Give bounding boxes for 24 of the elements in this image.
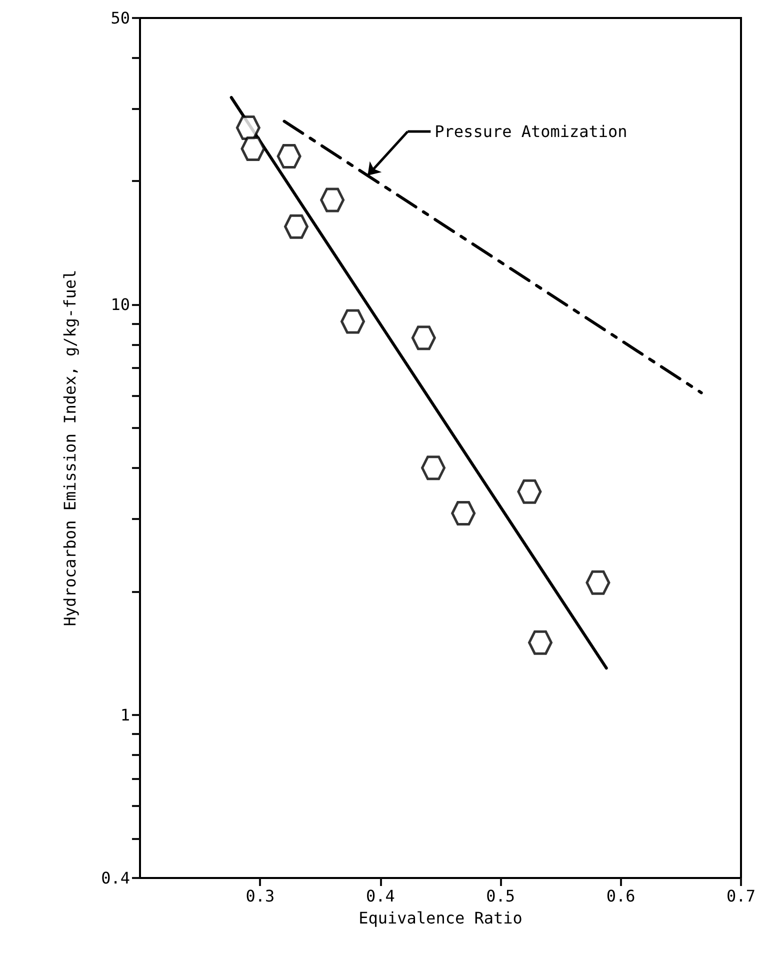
x-tick-label: 0.4 (366, 886, 395, 906)
point (276, 144, 302, 169)
point (236, 116, 260, 140)
y-axis-title: Hydrocarbon Emission Index, g/kg-fuel (60, 270, 80, 626)
x-tick-label: 0.5 (486, 886, 516, 906)
x-axis-title: Equivalence Ratio (358, 908, 522, 928)
point (517, 479, 542, 504)
y-tick-label: 0.4 (101, 868, 130, 888)
point (451, 501, 476, 526)
point (411, 326, 436, 350)
y-tick-label: 50 (110, 8, 130, 28)
y-tick-label: 10 (110, 295, 130, 314)
point (421, 456, 446, 480)
point (320, 188, 345, 212)
point (284, 214, 309, 239)
legend-label: Pressure Atomization (434, 122, 628, 142)
point (586, 570, 610, 595)
point (240, 136, 266, 161)
x-tick-label: 0.3 (246, 886, 275, 906)
x-tick-label: 0.7 (726, 886, 756, 906)
y-tick-label: 1 (120, 705, 130, 724)
point (528, 630, 553, 655)
point (340, 309, 366, 334)
x-tick-label: 0.6 (606, 886, 636, 906)
